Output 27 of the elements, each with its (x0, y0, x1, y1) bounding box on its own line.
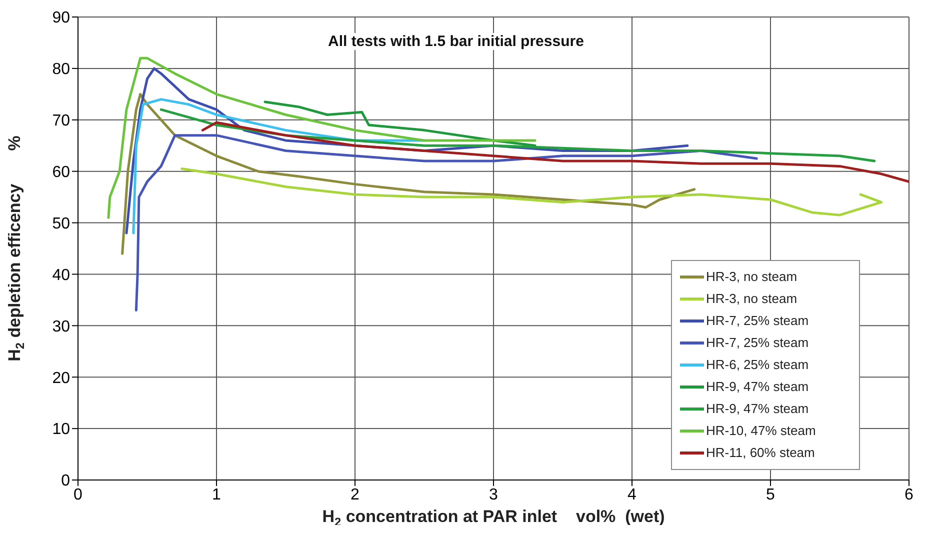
y-tick-label: 80 (52, 61, 70, 78)
y-tick-label: 30 (52, 318, 70, 336)
x-tick-label: 2 (350, 486, 360, 504)
x-tick-label: 0 (74, 486, 83, 504)
legend-label: HR-3, no steam (706, 290, 798, 308)
legend-label: HR-10, 47% steam (706, 422, 816, 440)
x-tick-label: 4 (628, 486, 637, 504)
legend-label: HR-11, 60% steam (706, 444, 815, 462)
y-tick-label: 0 (61, 472, 70, 490)
x-tick-label: 6 (904, 486, 914, 504)
y-tick-label: 70 (52, 112, 70, 130)
x-tick-label: 3 (489, 486, 498, 504)
y-tick-label: 60 (52, 164, 70, 182)
x-tick-label: 1 (212, 486, 222, 504)
y-tick-label: 90 (52, 10, 70, 27)
legend-label: HR-7, 25% steam (706, 334, 809, 352)
legend-label: HR-9, 47% steam (706, 378, 809, 396)
annotation: All tests with 1.5 bar initial pressure (328, 33, 584, 50)
x-tick-label: 5 (766, 486, 776, 504)
legend-label: HR-7, 25% steam (706, 312, 809, 330)
legend-label: HR-9, 47% steam (706, 400, 809, 418)
y-tick-label: 20 (52, 370, 70, 387)
y-tick-label: 40 (52, 266, 70, 284)
y-tick-label: 10 (52, 421, 70, 438)
legend-label: HR-3, no steam (706, 268, 798, 286)
legend-label: HR-6, 25% steam (706, 356, 809, 374)
y-tick-label: 50 (52, 215, 70, 232)
